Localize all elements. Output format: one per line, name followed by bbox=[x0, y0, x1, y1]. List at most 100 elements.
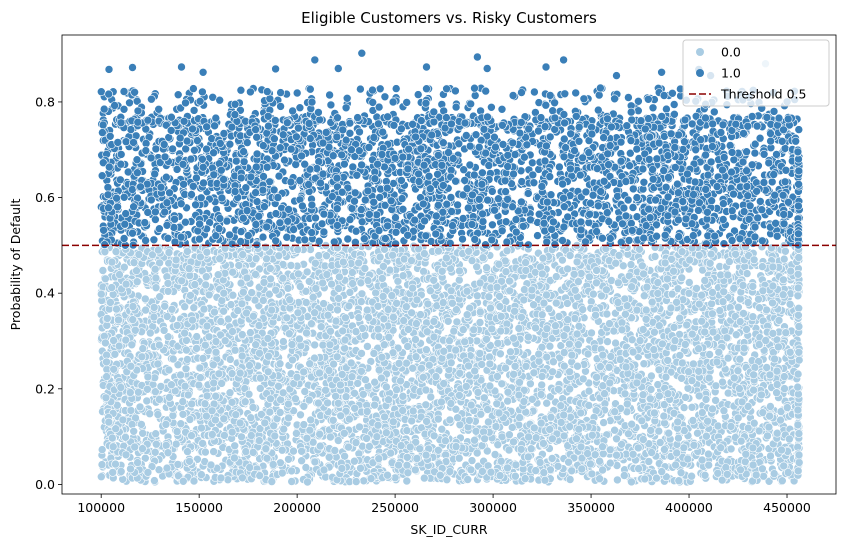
point-series-0 bbox=[635, 245, 644, 254]
point-series-0 bbox=[496, 456, 506, 466]
point-series-0 bbox=[455, 266, 464, 276]
point-series-0 bbox=[503, 463, 512, 473]
point-series-0 bbox=[743, 423, 753, 433]
point-series-0 bbox=[693, 428, 702, 438]
point-series-0 bbox=[707, 299, 716, 309]
point-series-0 bbox=[529, 300, 538, 310]
point-series-0 bbox=[772, 388, 781, 398]
point-series-0 bbox=[565, 422, 575, 431]
point-series-0 bbox=[340, 343, 349, 353]
point-series-0 bbox=[664, 428, 674, 438]
point-series-0 bbox=[384, 332, 394, 342]
point-series-0 bbox=[171, 439, 181, 449]
point-series-0 bbox=[684, 278, 694, 287]
point-series-0 bbox=[363, 342, 372, 351]
point-series-0 bbox=[683, 454, 693, 464]
point-series-0 bbox=[301, 298, 311, 307]
point-series-0 bbox=[97, 445, 107, 454]
point-series-0 bbox=[287, 477, 297, 486]
point-series-0 bbox=[527, 394, 537, 404]
point-series-0 bbox=[310, 340, 320, 350]
point-series-0 bbox=[287, 340, 297, 349]
point-series-0 bbox=[108, 468, 117, 477]
point-series-0 bbox=[134, 387, 143, 397]
point-series-0 bbox=[398, 271, 408, 281]
point-series-0 bbox=[452, 317, 462, 327]
point-series-0 bbox=[759, 471, 768, 481]
point-series-0 bbox=[739, 309, 748, 318]
point-series-0 bbox=[398, 406, 408, 415]
point-series-0 bbox=[772, 428, 782, 438]
point-series-0 bbox=[454, 453, 464, 463]
point-series-0 bbox=[355, 422, 364, 432]
point-series-0 bbox=[152, 439, 161, 449]
point-series-0 bbox=[563, 299, 572, 308]
point-series-0 bbox=[455, 368, 465, 378]
point-series-0 bbox=[362, 305, 372, 315]
point-series-0 bbox=[300, 387, 310, 396]
point-series-0 bbox=[458, 325, 468, 334]
point-series-0 bbox=[374, 332, 384, 341]
point-series-0 bbox=[419, 267, 428, 276]
point-series-0 bbox=[592, 278, 601, 288]
point-series-0 bbox=[392, 385, 401, 395]
point-series-0 bbox=[585, 272, 594, 282]
point-series-0 bbox=[149, 303, 159, 312]
point-series-0 bbox=[423, 299, 433, 309]
point-series-0 bbox=[537, 310, 547, 320]
point-series-0 bbox=[501, 267, 511, 277]
point-series-0 bbox=[306, 245, 315, 254]
point-series-0 bbox=[356, 278, 366, 288]
point-series-0 bbox=[284, 454, 293, 464]
point-series-0 bbox=[346, 358, 356, 368]
point-series-0 bbox=[219, 414, 229, 424]
point-series-0 bbox=[248, 403, 258, 412]
point-series-0 bbox=[402, 426, 412, 435]
point-series-0 bbox=[482, 263, 491, 273]
point-series-0 bbox=[762, 305, 771, 315]
point-series-0 bbox=[334, 284, 343, 293]
point-series-0 bbox=[296, 410, 305, 420]
point-series-0 bbox=[536, 390, 546, 399]
point-series-0 bbox=[228, 290, 238, 300]
point-series-0 bbox=[521, 361, 531, 371]
point-series-0 bbox=[311, 284, 321, 293]
point-series-0 bbox=[429, 332, 439, 342]
point-series-0 bbox=[316, 322, 326, 332]
point-series-0 bbox=[274, 251, 284, 261]
point-series-0 bbox=[275, 359, 285, 369]
point-series-0 bbox=[534, 356, 544, 366]
point-series-0 bbox=[350, 388, 359, 398]
point-series-0 bbox=[437, 424, 447, 434]
point-series-0 bbox=[345, 288, 355, 297]
point-series-0 bbox=[141, 275, 151, 284]
point-series-0 bbox=[475, 349, 485, 358]
point-series-0 bbox=[639, 291, 649, 301]
point-series-0 bbox=[466, 465, 476, 475]
point-series-0 bbox=[776, 415, 785, 425]
point-series-0 bbox=[540, 475, 550, 485]
point-series-0 bbox=[211, 347, 221, 357]
point-series-0 bbox=[145, 409, 154, 419]
point-series-0 bbox=[570, 285, 580, 295]
point-series-0 bbox=[356, 463, 365, 473]
point-series-0 bbox=[388, 417, 398, 427]
point-series-0 bbox=[627, 335, 637, 345]
point-series-0 bbox=[723, 388, 733, 398]
point-series-0 bbox=[120, 262, 129, 272]
point-series-0 bbox=[565, 475, 575, 484]
point-series-0 bbox=[650, 252, 660, 261]
point-series-0 bbox=[493, 440, 503, 450]
point-series-0 bbox=[163, 312, 172, 321]
point-series-0 bbox=[204, 332, 214, 342]
point-series-0 bbox=[295, 334, 304, 344]
point-series-0 bbox=[635, 336, 645, 345]
point-series-0 bbox=[599, 418, 608, 427]
point-series-0 bbox=[780, 384, 789, 393]
point-series-0 bbox=[619, 471, 629, 480]
point-series-0 bbox=[486, 274, 496, 284]
point-series-0 bbox=[426, 392, 436, 402]
point-series-0 bbox=[225, 388, 235, 398]
point-series-0 bbox=[441, 436, 450, 446]
